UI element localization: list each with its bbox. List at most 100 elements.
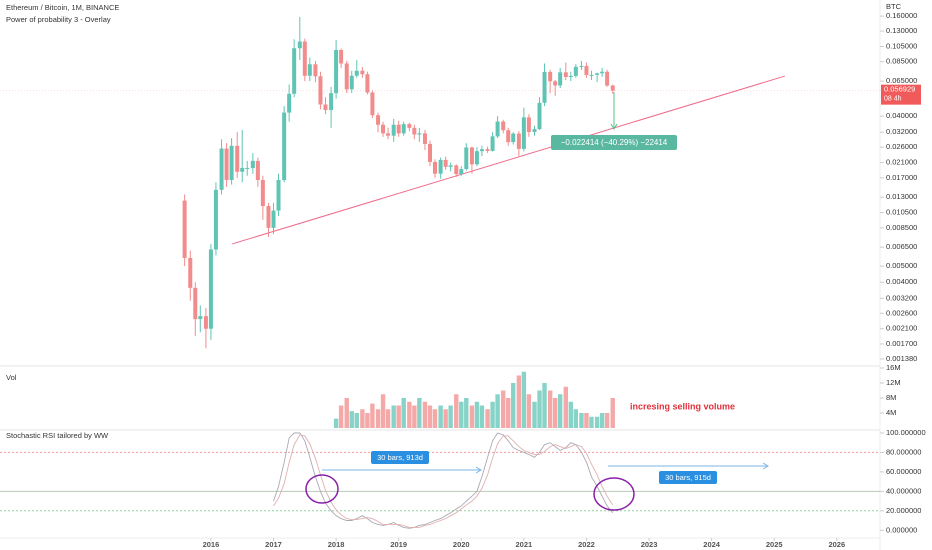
arrowhead	[762, 462, 769, 470]
chart-title: Ethereum / Bitcoin, 1M, BINANCE	[6, 3, 119, 12]
volume-annotation: incresing selling volume	[630, 401, 735, 411]
volume-bar	[412, 405, 417, 428]
y-tick-label: 0.006500	[886, 242, 917, 251]
candle-body	[568, 75, 573, 77]
candle-body	[438, 159, 443, 174]
candle-body	[396, 124, 401, 134]
candle-body	[276, 179, 281, 211]
range-label: 30 bars, 915d	[665, 473, 711, 482]
y-tick-label: 80.000000	[886, 447, 921, 456]
candle-body	[224, 148, 229, 180]
volume-bar	[338, 405, 344, 428]
candle-body	[412, 127, 417, 135]
x-tick-label: 2025	[766, 540, 783, 549]
volume-bar	[573, 409, 579, 428]
candle-body	[365, 74, 370, 93]
y-tick-label: 0.065000	[886, 76, 917, 85]
volume-bar	[474, 401, 480, 428]
candle-body	[354, 70, 359, 76]
volume-bar	[537, 390, 542, 428]
candle-body	[464, 147, 469, 170]
volume-bar	[365, 413, 370, 428]
candle-body	[537, 102, 542, 130]
indicator-line	[273, 434, 614, 528]
volume-title: Vol	[6, 373, 17, 382]
volume-bar	[542, 383, 547, 428]
volume-bar	[599, 413, 605, 428]
y-tick-label: 0.002100	[886, 324, 917, 333]
candle-body	[584, 65, 589, 76]
y-tick-label: 0.040000	[886, 111, 917, 120]
measure-box	[551, 135, 677, 150]
bars-pattern: 30 bars, 913d 30 bars, 915d	[305, 451, 769, 511]
measure-label: −0.022414 (−40.29%) −22414	[561, 138, 668, 147]
y-tick-label: 0.085000	[886, 57, 917, 66]
measure: −0.022414 (−40.29%) −22414	[551, 92, 677, 150]
y-tick-label: 0.008500	[886, 223, 917, 232]
volume-bar	[380, 394, 386, 428]
y-tick-label: 0.105000	[886, 41, 917, 50]
candle-body	[229, 145, 234, 180]
volume-tick-label: 4M	[886, 408, 896, 417]
candle-body	[459, 169, 464, 175]
arrowhead	[475, 466, 482, 474]
candle-body	[516, 133, 521, 149]
volume-bar	[485, 409, 490, 428]
y-tick-label: 0.021000	[886, 158, 917, 167]
candle-body	[511, 133, 516, 143]
volume-bar	[396, 405, 401, 428]
x-tick-label: 2018	[328, 540, 345, 549]
candle-body	[417, 133, 422, 135]
candle-body	[573, 66, 578, 76]
y-tick-label: 0.004000	[886, 277, 917, 286]
candle-body	[595, 73, 600, 75]
candle-body	[532, 129, 537, 132]
volume-bar	[547, 390, 553, 428]
candle-body	[469, 147, 474, 165]
countdown-label: 08 4h	[884, 95, 902, 102]
candle-body	[495, 121, 500, 137]
candle-body	[474, 151, 479, 165]
volume-bar	[417, 398, 422, 428]
y-tick-label: 0.000000	[886, 525, 917, 534]
candle-body	[323, 104, 328, 111]
volume-bar	[432, 409, 438, 428]
candle-body	[401, 124, 406, 134]
candle-body	[553, 81, 558, 86]
candle-body	[334, 50, 339, 94]
range-label: 30 bars, 913d	[377, 453, 423, 462]
candle-body	[245, 167, 250, 169]
y-tick-label: 40.000000	[886, 486, 921, 495]
candle-body	[558, 72, 563, 86]
volume-bar	[344, 398, 349, 428]
candle-body	[432, 161, 437, 174]
candle-body	[219, 148, 224, 190]
candle-body	[302, 41, 307, 76]
volume-bar	[526, 394, 532, 428]
range-box	[659, 471, 717, 484]
y-tick-label: 0.005000	[886, 261, 917, 270]
volume-bar	[516, 375, 522, 428]
volume-bar	[479, 405, 485, 428]
candle-body	[360, 70, 365, 75]
x-tick-label: 2021	[516, 540, 533, 549]
y-tick-label: 0.017000	[886, 173, 917, 182]
candle-body	[255, 160, 260, 180]
overlay-title: Power of probability 3 - Overlay	[6, 15, 111, 24]
volume-bar	[370, 403, 375, 428]
candle-body	[282, 112, 287, 180]
x-tick-label: 2023	[641, 540, 658, 549]
volume-bar	[448, 405, 453, 428]
x-tick-label: 2017	[265, 540, 282, 549]
candle-body	[329, 93, 334, 111]
candle-body	[454, 165, 459, 175]
candle-body	[339, 50, 344, 64]
candle-body	[235, 145, 240, 172]
circle-drawing	[305, 474, 339, 504]
volume-bar	[407, 401, 412, 428]
x-tick-label: 2026	[828, 540, 845, 549]
volume-bar	[443, 409, 448, 428]
candle-body	[318, 76, 323, 105]
candle-body	[548, 71, 553, 82]
